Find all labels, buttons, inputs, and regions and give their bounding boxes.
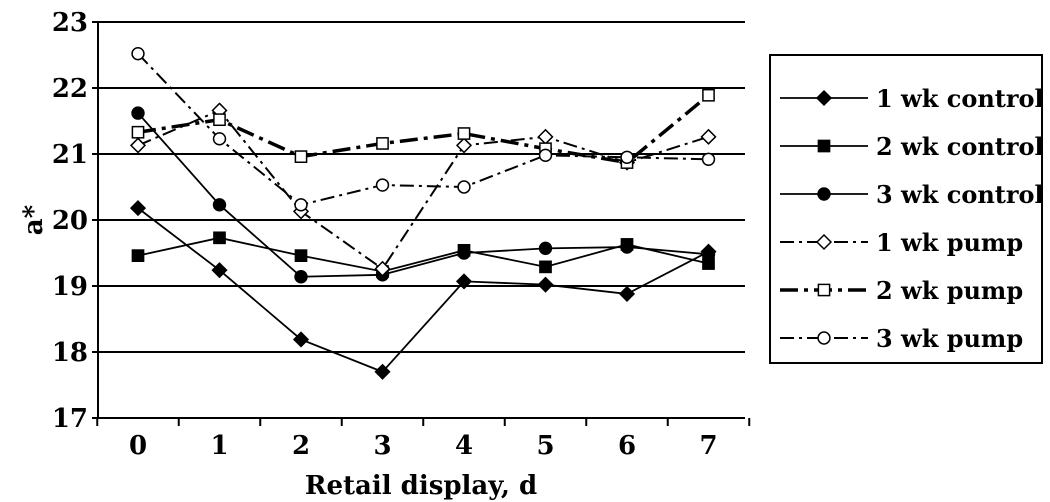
x-tick-label: 6: [618, 431, 636, 461]
legend-label: 2 wk pump: [876, 276, 1023, 305]
data-point: [129, 137, 147, 154]
series-line: [137, 93, 710, 165]
legend-marker: [817, 331, 831, 345]
data-point: [701, 247, 716, 262]
y-tick-label: 21: [52, 140, 88, 170]
legend-label: 2 wk control: [876, 132, 1044, 161]
data-point: [457, 127, 471, 140]
data-point: [539, 260, 552, 274]
legend: 1 wk control 2 wk control 3 wk control 1 wk…: [769, 54, 1044, 364]
series-3: [131, 106, 716, 284]
legend-label: 1 wk control: [876, 84, 1044, 113]
data-point: [537, 276, 554, 293]
legend-box: [769, 54, 1043, 364]
legend-marker: [817, 139, 831, 153]
data-point: [294, 198, 308, 212]
legend-marker: [817, 283, 831, 297]
y-tick-label: 17: [52, 404, 88, 434]
y-tick-label: 20: [52, 206, 88, 236]
legend-item: 2 wk pump: [780, 276, 1023, 305]
data-point: [700, 128, 717, 145]
data-point: [212, 198, 227, 212]
legend-item: 2 wk control: [780, 132, 1044, 161]
data-point: [701, 152, 716, 166]
y-tick-label: 23: [52, 8, 88, 38]
x-tick-label: 4: [455, 431, 473, 461]
data-point: [374, 363, 391, 380]
series-line: [137, 109, 709, 271]
legend-item: 3 wk control: [780, 180, 1044, 209]
data-point: [538, 148, 553, 163]
legend-marker: [815, 89, 833, 107]
x-tick-label: 1: [210, 431, 228, 461]
data-point: [457, 246, 471, 260]
x-axis-title: Retail display, d: [305, 471, 537, 501]
series-6: [131, 46, 716, 212]
x-tick-label: 2: [292, 431, 310, 461]
data-point: [620, 150, 634, 165]
x-tick-label: 5: [536, 431, 554, 461]
data-point: [376, 137, 389, 150]
data-point: [375, 178, 390, 192]
series-line: [137, 207, 709, 373]
data-point: [131, 106, 145, 120]
legend-marker: [815, 233, 833, 251]
legend-label: 1 wk pump: [876, 228, 1023, 257]
y-tick-label: 22: [52, 74, 88, 104]
x-tick-label: 0: [129, 431, 147, 461]
legend-item: 1 wk control: [780, 84, 1044, 113]
legend-items: 1 wk control 2 wk control 3 wk control 1 wk…: [780, 84, 1044, 353]
data-point: [537, 128, 554, 145]
y-tick-label: 19: [52, 272, 88, 302]
data-point: [212, 132, 227, 146]
x-tick-label: 3: [373, 431, 391, 461]
series: [129, 46, 717, 380]
data-point: [457, 180, 471, 194]
legend-item: 3 wk pump: [780, 324, 1023, 353]
data-point: [292, 331, 310, 348]
legend-label: 3 wk control: [876, 180, 1044, 209]
data-point: [131, 46, 145, 61]
legend-item: 1 wk pump: [780, 228, 1023, 257]
y-tick-label: 18: [52, 338, 88, 368]
data-point: [294, 270, 308, 284]
data-point: [131, 249, 145, 262]
data-point: [455, 137, 473, 154]
data-point: [213, 113, 226, 127]
data-point: [213, 231, 226, 245]
gridlines: [98, 21, 745, 353]
data-point: [455, 273, 473, 290]
y-ticks: 17 18 19 20 21 22 23: [52, 8, 98, 434]
data-point: [129, 200, 147, 217]
legend-label: 3 wk pump: [876, 324, 1023, 353]
data-point: [131, 125, 145, 139]
data-point: [211, 262, 228, 279]
data-point: [620, 240, 634, 254]
x-tick-label: 7: [699, 431, 717, 461]
series-line: [137, 52, 709, 206]
x-ticks: 0 1 2 3 4 5 6 7: [96, 418, 751, 461]
data-point: [374, 260, 391, 277]
data-point: [538, 241, 553, 256]
data-point: [294, 150, 308, 163]
data-point: [294, 249, 308, 262]
y-axis-title: a*: [19, 204, 49, 235]
series-line: [137, 112, 709, 278]
data-point: [618, 285, 636, 302]
legend-marker: [817, 187, 831, 201]
data-point: [702, 88, 715, 102]
